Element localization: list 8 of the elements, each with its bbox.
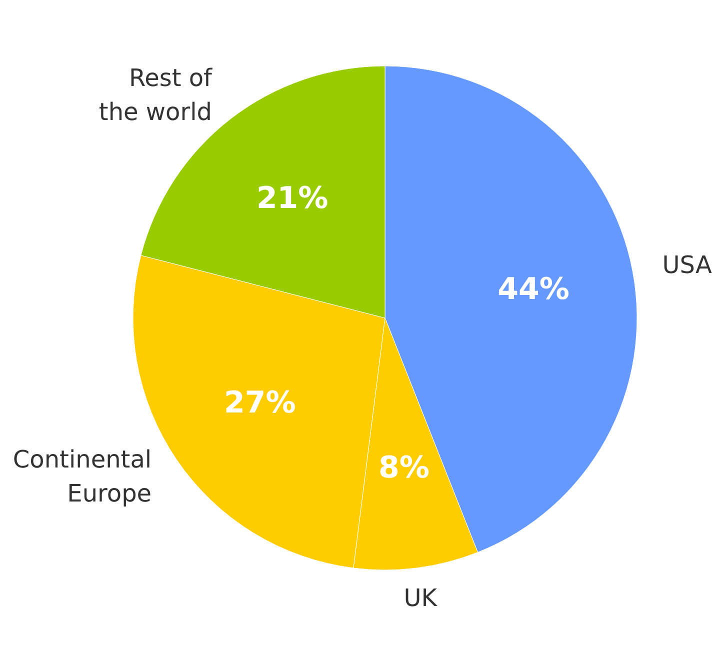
slice-label: Continental Europe: [12, 446, 152, 508]
data-label: 8%: [378, 450, 430, 486]
slice-label: USA: [662, 251, 712, 280]
data-label: 44%: [498, 272, 570, 308]
slice-label: Rest of the world: [98, 64, 213, 126]
slice-label: UK: [404, 584, 438, 612]
data-label: 21%: [256, 181, 328, 216]
data-label: 27%: [224, 385, 296, 420]
